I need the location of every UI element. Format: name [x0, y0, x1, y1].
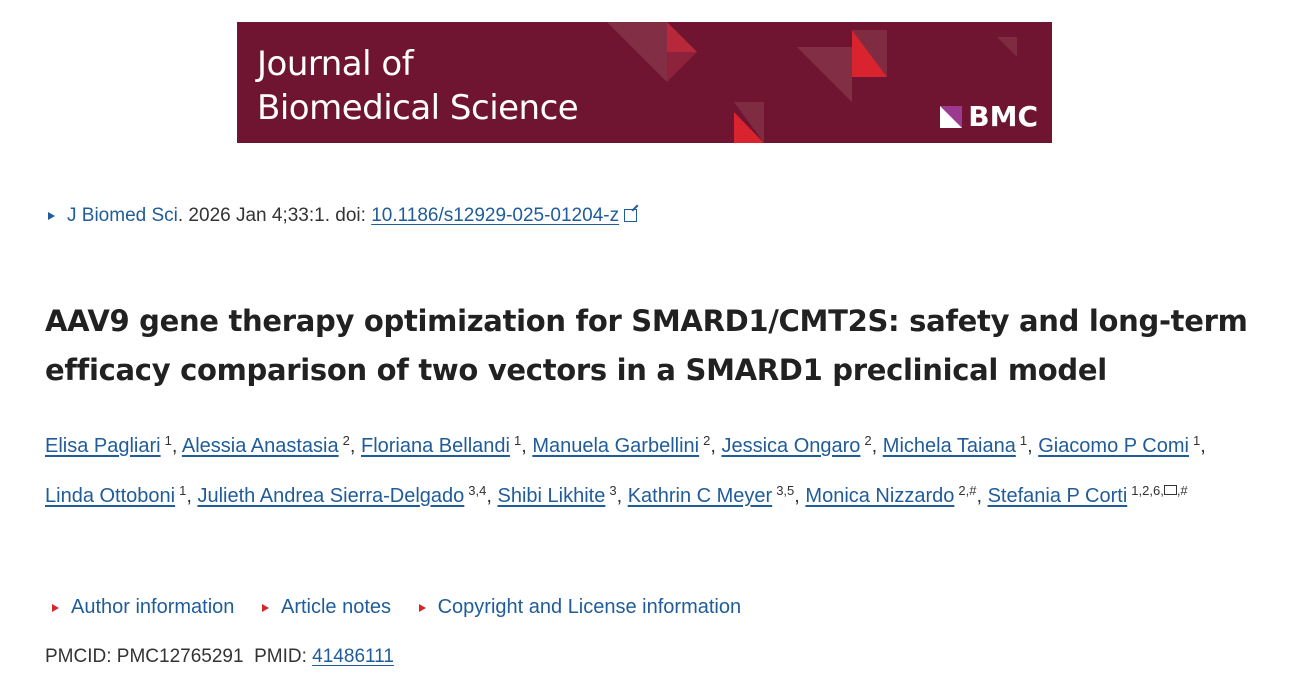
- affiliation-numbers: 1,2,6,: [1131, 482, 1164, 498]
- author-affiliation[interactable]: 1,2,6, ,#: [1131, 483, 1187, 498]
- author-link[interactable]: Floriana Bellandi: [360, 435, 510, 457]
- affiliation-numbers: 3,4: [468, 482, 487, 498]
- author-link[interactable]: Elisa Pagliari: [45, 435, 161, 457]
- author-affiliation[interactable]: 1: [1193, 433, 1200, 448]
- pmid-link[interactable]: 41486111: [312, 646, 394, 667]
- journal-banner: Journal of Biomedical Science BMC: [237, 22, 1052, 143]
- journal-name-line2: Biomedical Science: [257, 88, 579, 128]
- affiliation-numbers: 1: [164, 433, 172, 448]
- expand-triangle-icon: [52, 603, 59, 612]
- expand-triangle-icon: [261, 603, 269, 612]
- publisher-name: BMC: [968, 100, 1038, 133]
- author-information-toggle[interactable]: Author information: [71, 596, 235, 618]
- info-toggles: Author information Article notes Copyrig…: [52, 596, 763, 619]
- expand-triangle-icon[interactable]: [48, 211, 55, 220]
- author-affiliation[interactable]: 1: [514, 433, 521, 448]
- author-link[interactable]: Linda Ottoboni: [45, 484, 176, 507]
- author-link[interactable]: Manuela Garbellini: [532, 435, 700, 457]
- author-affiliation[interactable]: 1: [1020, 433, 1027, 448]
- affiliation-numbers: 3: [609, 482, 617, 498]
- copyright-license-toggle[interactable]: Copyright and License information: [437, 596, 742, 618]
- author-link[interactable]: Julieth Andrea Sierra-Delgado: [197, 484, 465, 507]
- doi-link[interactable]: 10.1186/s12929-025-01204-z: [371, 205, 620, 226]
- article-ids: PMCID: PMC12765291 PMID: 41486111: [45, 646, 394, 668]
- author-affiliation[interactable]: 2: [703, 433, 710, 448]
- affiliation-numbers: 2,#: [958, 482, 977, 498]
- author-affiliation[interactable]: 2: [343, 433, 350, 448]
- journal-link[interactable]: J Biomed Sci: [67, 205, 178, 226]
- affiliation-numbers: 1: [1019, 433, 1028, 448]
- affiliation-numbers: 2: [864, 433, 872, 448]
- expand-triangle-icon: [418, 603, 426, 612]
- author-link[interactable]: Giacomo P Comi: [1038, 435, 1189, 457]
- journal-name: Journal of Biomedical Science: [257, 42, 579, 130]
- author-link[interactable]: Kathrin C Meyer: [627, 484, 773, 507]
- author-link[interactable]: Monica Nizzardo: [805, 484, 955, 507]
- affiliation-numbers: 1: [513, 433, 522, 448]
- author-link[interactable]: Stefania P Corti: [987, 484, 1128, 507]
- author-affiliation[interactable]: 1: [165, 433, 172, 448]
- citation: J Biomed Sci. 2026 Jan 4;33:1. doi: 10.1…: [48, 205, 638, 227]
- banner-decoration: [607, 22, 1017, 143]
- affiliation-notes: ,#: [1176, 482, 1188, 498]
- author-affiliation[interactable]: 2,#: [958, 483, 976, 498]
- affiliation-numbers: 2: [342, 433, 350, 448]
- author-link[interactable]: Shibi Likhite: [497, 484, 606, 507]
- author-link[interactable]: Jessica Ongaro: [721, 435, 861, 457]
- pmid-label: PMID:: [254, 646, 313, 667]
- affiliation-numbers: 2: [703, 433, 711, 448]
- journal-name-line1: Journal of: [257, 44, 414, 84]
- author-affiliation[interactable]: 3,4: [468, 483, 486, 498]
- affiliation-numbers: 3,5: [776, 482, 795, 498]
- article-title: AAV9 gene therapy optimization for SMARD…: [45, 304, 1248, 387]
- author-affiliation[interactable]: 3,5: [776, 483, 794, 498]
- pmcid-label: PMCID:: [45, 646, 117, 667]
- affiliation-numbers: 1: [1192, 433, 1201, 448]
- author-affiliation[interactable]: 1: [179, 483, 186, 498]
- author-affiliation[interactable]: 2: [864, 433, 871, 448]
- external-link-icon[interactable]: [624, 209, 638, 222]
- author-link[interactable]: Michela Taiana: [882, 435, 1016, 457]
- author-list: Elisa Pagliari 1, Alessia Anastasia 2, Flo…: [45, 433, 1206, 507]
- envelope-icon[interactable]: [1163, 484, 1177, 495]
- bmc-logo: BMC: [940, 100, 1038, 133]
- affiliation-numbers: 1: [179, 482, 187, 498]
- citation-details: . 2026 Jan 4;33:1. doi:: [177, 205, 372, 226]
- author-affiliation[interactable]: 3: [609, 483, 616, 498]
- article-notes-toggle[interactable]: Article notes: [280, 596, 392, 618]
- author-link[interactable]: Alessia Anastasia: [181, 435, 339, 457]
- pmcid-value: PMC12765291: [116, 646, 244, 667]
- bmc-logo-icon: [940, 105, 963, 128]
